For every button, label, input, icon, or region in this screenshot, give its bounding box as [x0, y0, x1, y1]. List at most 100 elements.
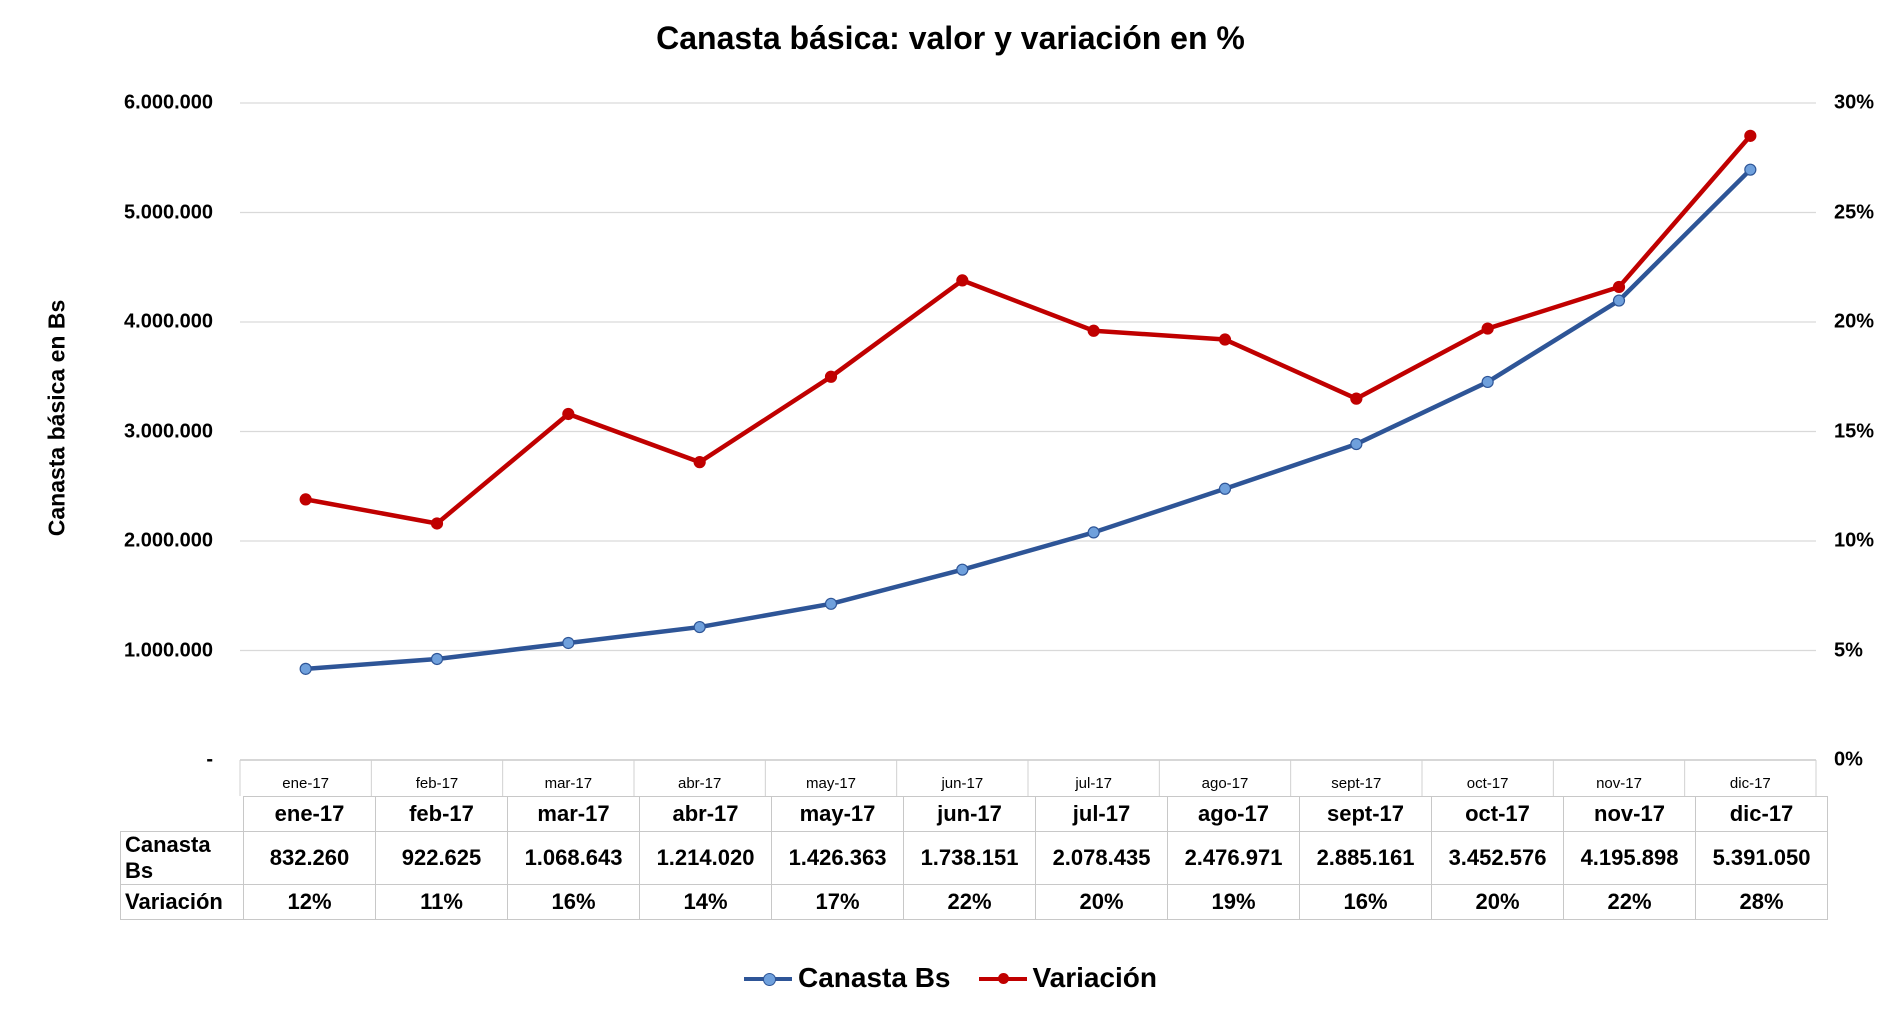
data-table-cell: 5.391.050: [1695, 831, 1828, 885]
data-point-variacion: [1612, 280, 1626, 294]
data-point-canasta: [1350, 437, 1363, 451]
data-table-cell: 1.738.151: [903, 831, 1036, 885]
data-table-header-cell: ene-17: [243, 796, 376, 832]
data-table-cell: 28%: [1695, 884, 1828, 920]
data-table-cell: 12%: [243, 884, 376, 920]
data-point-canasta: [562, 636, 575, 650]
data-table-cell: 2.078.435: [1035, 831, 1168, 885]
data-table-header-cell: dic-17: [1695, 796, 1828, 832]
data-point-variacion: [299, 493, 312, 506]
y2-tick-label: 20%: [1834, 310, 1875, 333]
y-tick-label: 4.000.000: [124, 310, 213, 333]
data-point-canasta: [1481, 375, 1494, 389]
data-table-cell: 20%: [1035, 884, 1168, 920]
series-line-variacion: [305, 134, 1753, 526]
data-point-variacion: [1350, 392, 1363, 405]
data-point-canasta: [1087, 526, 1100, 539]
data-point-variacion: [1744, 129, 1757, 142]
x-tick-label: nov-17: [1596, 775, 1642, 792]
legend-label-variacion: Variación: [1032, 962, 1158, 993]
data-table-row: Variación 12% 11% 16% 14% 17% 22% 20% 19% 16% 20%…: [120, 884, 1828, 920]
data-table-cell: 922.625: [375, 831, 508, 885]
data-table-cell: 2.885.161: [1299, 831, 1432, 885]
data-table-cell: 2.476.971: [1167, 831, 1300, 885]
data-table-header-cell: may-17: [771, 796, 904, 832]
legend: Canasta Bs Variación: [0, 962, 1901, 994]
y2-tick-label: 10%: [1834, 529, 1875, 552]
data-table-cell: 1.214.020: [639, 831, 772, 885]
data-table-cell: 3.452.576: [1431, 831, 1564, 885]
y-tick-label: -: [206, 748, 213, 771]
x-tick-label: dic-17: [1729, 775, 1771, 792]
x-tick-label: sept-17: [1331, 775, 1382, 792]
data-table-header-cell: sept-17: [1299, 796, 1432, 832]
data-point-variacion: [1087, 324, 1100, 337]
data-point-variacion: [1218, 333, 1232, 346]
y-tick-label: 2.000.000: [124, 529, 213, 552]
data-table-cell: 11%: [375, 884, 508, 920]
x-tick-label: may-17: [805, 775, 857, 792]
data-point-canasta: [1612, 294, 1626, 307]
legend-label-canasta: Canasta Bs: [797, 962, 951, 993]
data-point-variacion: [562, 407, 575, 421]
data-table-header-cell: jul-17: [1035, 796, 1168, 832]
y-tick-label: 1.000.000: [124, 639, 213, 661]
chart-title: Canasta básica: valor y variación en %: [656, 20, 1245, 56]
data-point-canasta: [430, 652, 444, 666]
y2-tick-label: 30%: [1834, 91, 1875, 114]
data-table-header-cell: ago-17: [1167, 796, 1300, 832]
data-table-cell: 19%: [1167, 884, 1300, 920]
x-tick-label: feb-17: [415, 775, 459, 792]
y2-tick-label: 5%: [1834, 639, 1863, 661]
x-tick-label: ago-17: [1201, 775, 1249, 792]
data-table-header-cell: abr-17: [639, 796, 772, 832]
y-tick-label: 3.000.000: [124, 420, 213, 442]
data-table-cell: 1.068.643: [507, 831, 640, 885]
data-table-row-label: Variación: [120, 884, 244, 920]
data-table-corner: [120, 796, 244, 832]
data-table-header-cell: mar-17: [507, 796, 640, 832]
legend-swatch-variacion: [978, 971, 1027, 985]
y-tick-label: 5.000.000: [124, 201, 213, 223]
data-point-variacion: [824, 370, 838, 383]
x-tick-label: mar-17: [544, 775, 593, 792]
data-table-cell: 22%: [1563, 884, 1696, 920]
x-tick-label: oct-17: [1466, 775, 1509, 792]
data-point-variacion: [430, 517, 444, 530]
y2-tick-label: 25%: [1834, 201, 1875, 223]
data-table-cell: 17%: [771, 884, 904, 920]
legend-item-variacion[interactable]: Variación: [978, 962, 1158, 994]
data-table-cell: 1.426.363: [771, 831, 904, 885]
x-tick-label: abr-17: [677, 775, 722, 792]
y2-tick-label: 15%: [1834, 420, 1875, 442]
x-tick-label: jul-17: [1075, 775, 1112, 792]
legend-swatch-canasta: [743, 971, 792, 986]
data-table-header-cell: feb-17: [375, 796, 508, 832]
data-table-cell: 16%: [1299, 884, 1432, 920]
data-table-cell: 22%: [903, 884, 1036, 920]
data-point-canasta: [299, 662, 312, 675]
data-table-row: Canasta Bs 832.260 922.625 1.068.643 1.214.…: [120, 831, 1828, 885]
legend-item-canasta[interactable]: Canasta Bs: [743, 962, 951, 994]
data-table-header-cell: jun-17: [903, 796, 1036, 832]
data-table-header-cell: oct-17: [1431, 796, 1564, 832]
series-line-canasta: [305, 168, 1752, 672]
x-tick-label: jun-17: [941, 775, 984, 792]
data-point-canasta: [1744, 163, 1757, 176]
data-table-cell: 16%: [507, 884, 640, 920]
data-table: ene-17 feb-17 mar-17 abr-17 may-17 jun-17 jul-…: [120, 796, 1828, 920]
data-table-cell: 14%: [639, 884, 772, 920]
data-table-cell: 20%: [1431, 884, 1564, 920]
data-table-cell: 4.195.898: [1563, 831, 1696, 885]
data-table-cell: 832.260: [243, 831, 376, 885]
data-point-variacion: [693, 456, 706, 469]
y-tick-label: 6.000.000: [124, 91, 213, 114]
data-table-row-label: Canasta Bs: [120, 831, 244, 885]
data-point-variacion: [1481, 322, 1494, 335]
y2-tick-label: 0%: [1834, 748, 1863, 771]
data-point-canasta: [956, 563, 969, 576]
data-point-canasta: [693, 620, 706, 634]
data-point-canasta: [1218, 482, 1232, 495]
